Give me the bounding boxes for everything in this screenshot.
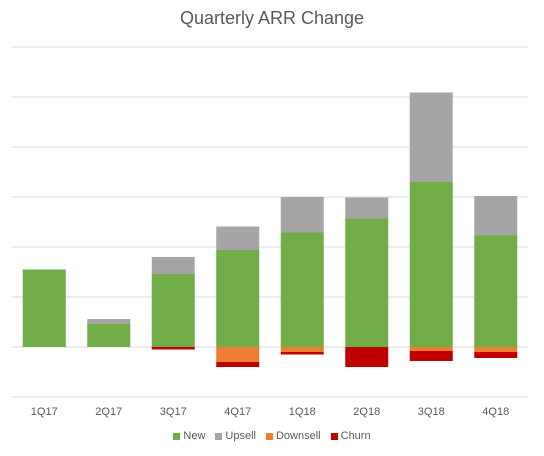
bar-downsell-3q18 bbox=[409, 347, 453, 351]
x-tick-label: 3Q17 bbox=[160, 406, 187, 418]
bar-upsell-1q18 bbox=[280, 197, 324, 233]
x-tick-label: 2Q17 bbox=[95, 406, 122, 418]
bar-upsell-4q18 bbox=[474, 196, 518, 236]
bar-new-4q18 bbox=[474, 235, 518, 347]
bar-downsell-1q18 bbox=[280, 347, 324, 352]
legend-item-new: New bbox=[173, 430, 205, 442]
legend-label: Churn bbox=[340, 430, 371, 442]
legend-item-churn: Churn bbox=[330, 430, 371, 442]
bar-new-3q18 bbox=[409, 182, 453, 347]
bar-downsell-4q17 bbox=[216, 347, 260, 362]
legend-item-downsell: Downsell bbox=[265, 430, 321, 442]
bar-churn-3q17 bbox=[151, 347, 195, 350]
bar-downsell-4q18 bbox=[474, 347, 518, 352]
legend-label: Upsell bbox=[225, 430, 256, 442]
bar-upsell-2q17 bbox=[87, 319, 131, 324]
bar-new-2q18 bbox=[345, 218, 389, 347]
bar-upsell-3q17 bbox=[151, 257, 195, 274]
legend-label: Downsell bbox=[275, 430, 321, 442]
bar-new-1q18 bbox=[280, 232, 324, 347]
legend-item-upsell: Upsell bbox=[215, 430, 256, 442]
legend-swatch bbox=[215, 432, 223, 440]
bar-churn-1q18 bbox=[280, 352, 324, 355]
x-tick-label: 1Q18 bbox=[289, 406, 316, 418]
x-tick-label: 2Q18 bbox=[353, 406, 380, 418]
legend-label: New bbox=[183, 430, 206, 442]
bar-new-4q17 bbox=[216, 250, 260, 347]
bar-churn-3q18 bbox=[409, 351, 453, 361]
bar-upsell-4q17 bbox=[216, 226, 260, 250]
chart-title: Quarterly ARR Change bbox=[179, 8, 365, 28]
chart-legend: New Upsell Downsell Churn bbox=[0, 430, 544, 442]
x-tick-label: 4Q17 bbox=[224, 406, 251, 418]
bar-new-2q17 bbox=[87, 324, 131, 347]
bar-upsell-3q18 bbox=[409, 92, 453, 182]
bar-upsell-2q18 bbox=[345, 197, 389, 219]
bar-new-3q17 bbox=[151, 274, 195, 347]
x-tick-label: 1Q17 bbox=[31, 406, 58, 418]
x-tick-label: 4Q18 bbox=[482, 406, 509, 418]
x-tick-label: 3Q18 bbox=[418, 406, 445, 418]
legend-swatch bbox=[265, 432, 273, 440]
bar-new-1q17 bbox=[22, 269, 66, 347]
bar-churn-2q18 bbox=[345, 347, 389, 367]
legend-swatch bbox=[173, 432, 181, 440]
bar-churn-4q18 bbox=[474, 352, 518, 358]
bar-churn-4q17 bbox=[216, 362, 260, 367]
legend-swatch bbox=[330, 432, 338, 440]
